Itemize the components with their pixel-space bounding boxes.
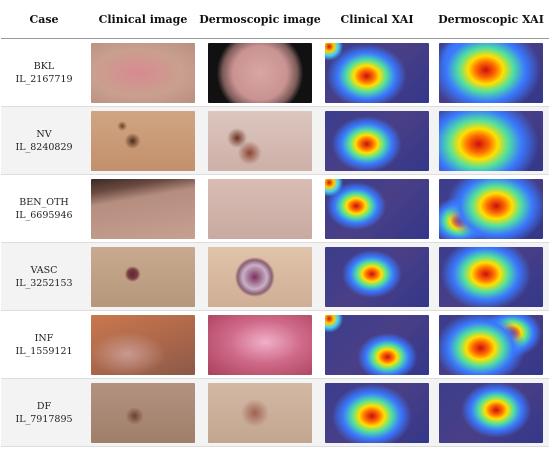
- clinical-image-cell: [87, 174, 199, 243]
- case-id: IL_2167719: [15, 73, 73, 85]
- clinical-xai-map: [325, 110, 429, 171]
- clinical-image: [91, 42, 195, 103]
- case-class: NV: [36, 128, 52, 140]
- case-class: VASC: [30, 264, 58, 276]
- case-cell: VASC IL_3252153: [1, 242, 87, 311]
- case-cell: NV IL_8240829: [1, 106, 87, 175]
- header-row: Case Clinical image Dermoscopic image Clini…: [1, 0, 549, 39]
- case-id: IL_7917895: [15, 413, 73, 425]
- dermoscopic-xai-map-cell: [433, 106, 549, 175]
- case-id: IL_8240829: [15, 141, 73, 153]
- dermoscopic-image-cell: [199, 174, 321, 243]
- case-cell: INF IL_1559121: [1, 310, 87, 379]
- case-label: VASC IL_3252153: [1, 264, 87, 290]
- case-class: INF: [34, 332, 54, 344]
- clinical-image: [91, 110, 195, 171]
- case-class: DF: [36, 400, 52, 412]
- dermoscopic-xai-map: [439, 42, 543, 103]
- dermoscopic-xai-map: [439, 110, 543, 171]
- case-cell: BEN_OTH IL_6695946: [1, 174, 87, 243]
- clinical-xai-map-cell: [321, 38, 433, 107]
- table-row: VASC IL_3252153: [1, 242, 549, 311]
- clinical-image: [91, 246, 195, 307]
- dermoscopic-image: [208, 382, 312, 443]
- clinical-xai-map: [325, 314, 429, 375]
- clinical-xai-map-cell: [321, 310, 433, 379]
- dermoscopic-image: [208, 246, 312, 307]
- case-label: NV IL_8240829: [1, 128, 87, 154]
- dermoscopic-image: [208, 42, 312, 103]
- table-row: BEN_OTH IL_6695946: [1, 174, 549, 243]
- clinical-xai-map-cell: [321, 378, 433, 447]
- table-row: INF IL_1559121: [1, 310, 549, 379]
- clinical-image: [91, 178, 195, 239]
- table-row: BKL IL_2167719: [1, 38, 549, 107]
- dermoscopic-image: [208, 178, 312, 239]
- dermoscopic-image-cell: [199, 242, 321, 311]
- dermoscopic-xai-map: [439, 246, 543, 307]
- column-header: Dermoscopic image: [199, 0, 321, 39]
- table-header: Case Clinical image Dermoscopic image Clini…: [1, 0, 549, 39]
- dermoscopic-xai-map: [439, 314, 543, 375]
- dermoscopic-xai-map-cell: [433, 378, 549, 447]
- clinical-xai-map: [325, 178, 429, 239]
- case-class: BEN_OTH: [19, 196, 69, 208]
- clinical-xai-map: [325, 42, 429, 103]
- dermoscopic-xai-map: [439, 382, 543, 443]
- clinical-image-cell: [87, 106, 199, 175]
- clinical-image-cell: [87, 378, 199, 447]
- case-cell: DF IL_7917895: [1, 378, 87, 447]
- column-header: Clinical XAI: [321, 0, 433, 39]
- dermoscopic-xai-map: [439, 178, 543, 239]
- case-id: IL_3252153: [15, 277, 73, 289]
- dermoscopic-image-cell: [199, 378, 321, 447]
- dermoscopic-xai-map-cell: [433, 310, 549, 379]
- case-label: BEN_OTH IL_6695946: [1, 196, 87, 222]
- dermoscopic-image-cell: [199, 310, 321, 379]
- clinical-xai-map: [325, 382, 429, 443]
- dermoscopic-xai-map-cell: [433, 174, 549, 243]
- clinical-image: [91, 382, 195, 443]
- clinical-image-cell: [87, 242, 199, 311]
- clinical-xai-map-cell: [321, 174, 433, 243]
- clinical-xai-map-cell: [321, 242, 433, 311]
- table-row: DF IL_7917895: [1, 378, 549, 447]
- clinical-image: [91, 314, 195, 375]
- dermoscopic-image-cell: [199, 38, 321, 107]
- clinical-xai-map: [325, 246, 429, 307]
- case-label: INF IL_1559121: [1, 332, 87, 358]
- dermoscopic-image-cell: [199, 106, 321, 175]
- case-cell: BKL IL_2167719: [1, 38, 87, 107]
- column-header: Case: [1, 0, 87, 39]
- table-row: NV IL_8240829: [1, 106, 549, 175]
- clinical-image-cell: [87, 310, 199, 379]
- column-header: Clinical image: [87, 0, 199, 39]
- case-id: IL_1559121: [15, 345, 73, 357]
- dermoscopic-xai-map-cell: [433, 38, 549, 107]
- column-header: Dermoscopic XAI: [433, 0, 549, 39]
- case-class: BKL: [33, 60, 55, 72]
- dermoscopic-image: [208, 314, 312, 375]
- dermoscopic-xai-map-cell: [433, 242, 549, 311]
- dermoscopic-image: [208, 110, 312, 171]
- clinical-image-cell: [87, 38, 199, 107]
- clinical-xai-map-cell: [321, 106, 433, 175]
- case-label: DF IL_7917895: [1, 400, 87, 426]
- case-label: BKL IL_2167719: [1, 60, 87, 86]
- table-body: BKL IL_2167719 NV IL_8240829 BEN_OTH IL_66959…: [1, 38, 549, 447]
- case-id: IL_6695946: [15, 209, 73, 221]
